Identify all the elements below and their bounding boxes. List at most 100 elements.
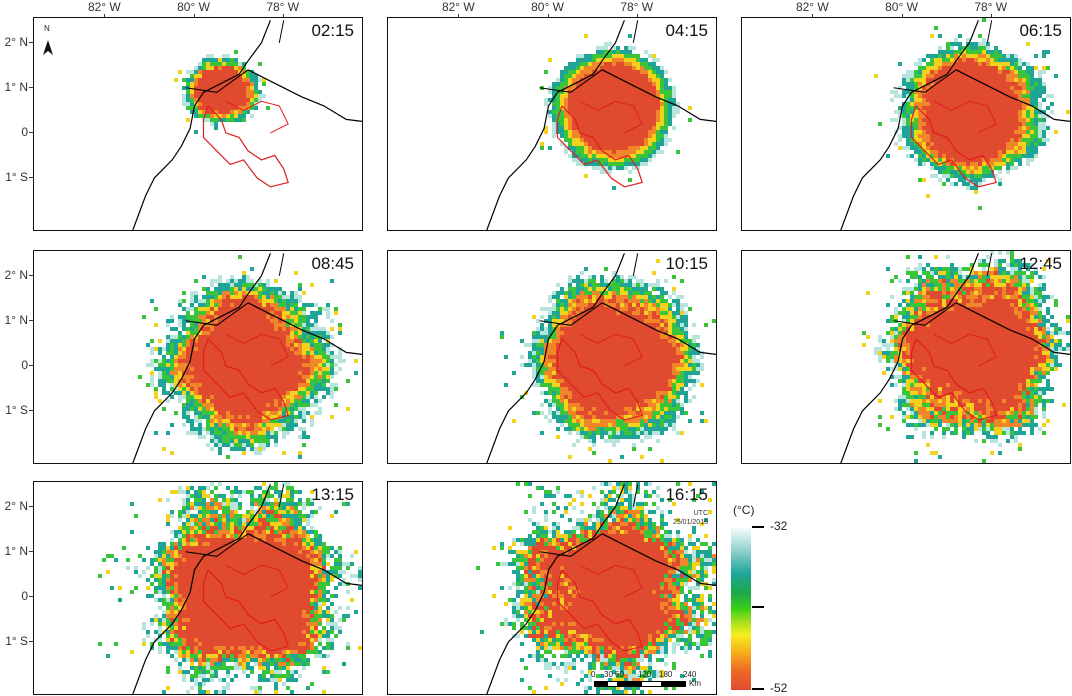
country-border xyxy=(986,253,993,276)
country-border xyxy=(185,69,249,93)
latitude-tick xyxy=(29,364,33,366)
scale-unit: Km xyxy=(689,679,701,688)
north-label: N xyxy=(44,24,50,33)
basin-outline xyxy=(556,105,643,188)
basin-outline xyxy=(202,569,289,652)
longitude-label: 80° W xyxy=(177,0,210,14)
country-border xyxy=(185,533,249,557)
latitude-tick xyxy=(29,409,33,411)
coastline xyxy=(486,253,625,463)
longitude-label: 78° W xyxy=(620,0,654,14)
latitude-label: 1° N xyxy=(4,312,28,327)
latitude-tick xyxy=(29,86,33,88)
time-label: 02:15 xyxy=(311,21,354,40)
cloud-top-map xyxy=(98,482,362,694)
legend-label-top: -32 xyxy=(770,519,788,533)
map-panel: 02:15 N xyxy=(33,17,363,231)
longitude-tick xyxy=(104,14,106,17)
legend-tick-mid xyxy=(752,606,764,608)
legend-tick-bottom xyxy=(752,688,764,690)
country-border xyxy=(601,69,716,122)
basin-outline xyxy=(910,338,997,421)
basin-outline xyxy=(933,100,997,134)
utc-label: UTC xyxy=(693,510,708,517)
country-border xyxy=(986,20,993,43)
country-border xyxy=(539,69,603,93)
scale-tick-label: 120 xyxy=(638,670,652,679)
longitude-tick xyxy=(636,14,638,17)
basin-outline xyxy=(933,333,997,367)
map-panel: 06:15 xyxy=(741,17,1071,231)
longitude-label: 82° W xyxy=(441,0,475,14)
map-panel: 12:45 xyxy=(741,250,1071,464)
longitude-tick xyxy=(193,14,195,17)
scale-segment xyxy=(607,681,618,687)
latitude-tick xyxy=(29,131,33,133)
longitude-tick xyxy=(458,14,460,17)
latitude-tick xyxy=(29,41,33,43)
cloud-top-map xyxy=(840,251,1070,463)
longitude-tick xyxy=(547,14,549,17)
basin-outline xyxy=(579,564,643,598)
longitude-tick xyxy=(901,14,903,17)
country-border xyxy=(247,302,362,355)
legend-tick-top xyxy=(752,526,764,528)
time-label: 16:15 xyxy=(665,485,708,504)
legend-label-bottom: -52 xyxy=(770,681,788,695)
map-panel: 08:45 xyxy=(33,250,363,464)
longitude-label: 80° W xyxy=(531,0,564,14)
longitude-tick xyxy=(812,14,814,17)
scale-tick-label: 30 xyxy=(604,670,613,679)
basin-outline xyxy=(225,564,289,598)
scale-segment xyxy=(641,681,662,687)
latitude-label: 0 xyxy=(21,124,28,139)
coastline xyxy=(840,253,979,463)
scale-tick-label: 180 xyxy=(659,670,673,679)
cloud-top-map xyxy=(476,482,716,694)
legend-title: (°C) xyxy=(733,503,755,517)
time-label: 10:15 xyxy=(665,254,708,273)
time-label: 12:45 xyxy=(1019,254,1062,273)
latitude-label: 2° N xyxy=(4,34,28,49)
longitude-tick xyxy=(282,14,284,17)
coastline xyxy=(486,484,625,694)
time-label: 06:15 xyxy=(1019,21,1062,40)
basin-outline xyxy=(910,105,997,188)
scale-segment xyxy=(662,681,686,687)
country-border xyxy=(247,69,362,122)
latitude-label: 0 xyxy=(21,357,28,372)
coastline xyxy=(132,484,271,694)
latitude-label: 1° N xyxy=(4,543,28,558)
country-border xyxy=(955,69,1070,122)
map-panel: 16:15 UTC 25/01/2016 0 30 60 120 180 240 Km xyxy=(387,481,717,695)
country-border xyxy=(632,484,639,507)
cloud-top-map xyxy=(132,20,362,230)
longitude-label: 78° W xyxy=(266,0,300,14)
country-border xyxy=(539,302,603,326)
country-border xyxy=(247,533,362,586)
coastline xyxy=(486,20,625,230)
country-border xyxy=(893,302,957,326)
time-label: 13:15 xyxy=(311,485,354,504)
basin-outline xyxy=(579,333,643,367)
coastline xyxy=(132,20,271,230)
country-border xyxy=(893,69,957,93)
longitude-tick xyxy=(990,14,992,17)
country-border xyxy=(278,484,285,507)
scale-tick-label: 240 xyxy=(683,670,697,679)
longitude-label: 82° W xyxy=(795,0,829,14)
country-border xyxy=(601,302,716,355)
longitude-label: 82° W xyxy=(87,0,121,14)
map-panel: 10:15 xyxy=(387,250,717,464)
basin-outline xyxy=(225,333,289,367)
scale-segment xyxy=(594,681,607,687)
scale-segment xyxy=(618,681,641,687)
basin-outline xyxy=(202,338,289,421)
country-border xyxy=(601,533,716,586)
basin-outline xyxy=(579,100,643,134)
basin-outline xyxy=(202,105,289,188)
country-border xyxy=(539,533,603,557)
basin-outline xyxy=(556,338,643,421)
country-border xyxy=(278,253,285,276)
coastline xyxy=(132,253,271,463)
